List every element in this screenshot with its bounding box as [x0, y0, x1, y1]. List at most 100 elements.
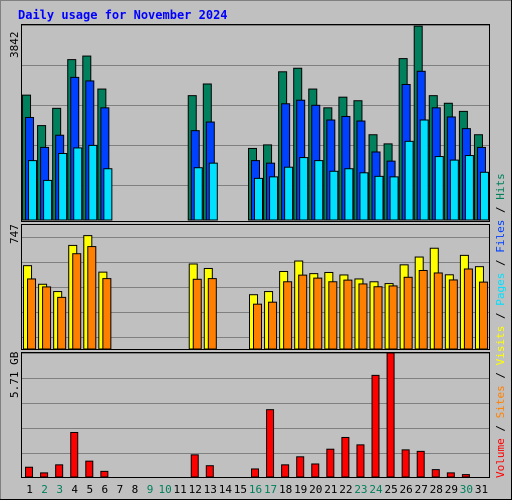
sites-bar: [27, 278, 37, 350]
pages-bar: [88, 144, 98, 221]
day-label: 16: [249, 483, 262, 496]
visits-max-label: 747: [8, 224, 21, 244]
pages-bar: [344, 168, 354, 221]
sites-bar: [388, 285, 398, 350]
day-label: 1: [26, 483, 33, 496]
day-label: 30: [460, 483, 473, 496]
sites-bar: [192, 278, 202, 350]
sites-bar: [403, 276, 413, 350]
legend-volume: Volume: [494, 438, 507, 478]
volume-bar: [431, 469, 440, 478]
day-label: 7: [117, 483, 124, 496]
sites-bar: [72, 253, 82, 350]
legend-separator: /: [494, 365, 507, 385]
panel-volume-frame: [21, 352, 490, 478]
pages-bar: [464, 155, 474, 221]
legend-separator: /: [494, 253, 507, 273]
pages-bar: [254, 177, 263, 221]
day-label: 10: [158, 483, 171, 496]
sites-bar: [283, 281, 293, 350]
volume-bar: [356, 444, 365, 478]
day-label: 3: [56, 483, 63, 496]
sites-bar: [313, 277, 323, 350]
volume-bar: [205, 465, 214, 478]
day-label: 4: [71, 483, 78, 496]
sites-bar: [418, 269, 428, 350]
day-label: 21: [324, 483, 337, 496]
day-label: 27: [415, 483, 428, 496]
pages-bar: [479, 171, 489, 221]
volume-max-label: 5.71 GB: [8, 351, 21, 398]
pages-bar: [434, 156, 444, 221]
sites-bar: [433, 272, 443, 350]
sites-bar: [343, 279, 353, 350]
day-label: 17: [264, 483, 277, 496]
volume-bar: [416, 450, 425, 478]
volume-bar: [401, 449, 410, 478]
volume-bar: [251, 468, 259, 478]
volume-bar: [446, 472, 455, 478]
volume-bar: [311, 463, 320, 478]
day-label: 29: [445, 483, 458, 496]
day-label: 6: [102, 483, 109, 496]
volume-bar: [371, 374, 380, 478]
day-label: 5: [86, 483, 93, 496]
pages-bar: [284, 166, 294, 221]
sites-bar: [463, 268, 473, 350]
panel-hits-frame: [21, 24, 490, 222]
day-label: 28: [430, 483, 443, 496]
volume-bar: [281, 464, 290, 478]
day-label: 18: [279, 483, 292, 496]
pages-bar: [329, 170, 339, 221]
chart-title: Daily usage for November 2024: [18, 8, 228, 22]
volume-bar: [266, 409, 275, 478]
pages-bar: [208, 162, 218, 221]
legend-hits: Hits: [494, 173, 507, 200]
day-labels: 1 2 3 4 5 6 7 8 9 10 11 12 13 14 15 16 17 18 19 20 21 22 23 24 2…: [26, 483, 488, 496]
pages-bar: [374, 175, 384, 221]
day-label: 14: [219, 483, 233, 496]
sites-bar: [207, 278, 217, 350]
bars: [22, 25, 489, 478]
sites-bar: [298, 274, 308, 350]
day-label: 9: [147, 483, 154, 496]
day-label: 31: [475, 483, 488, 496]
day-label: 8: [132, 483, 139, 496]
day-label: 11: [174, 483, 187, 496]
sites-bar: [253, 303, 262, 350]
pages-bar: [359, 172, 369, 221]
pages-bar: [28, 160, 38, 221]
pages-bar: [449, 159, 459, 221]
sites-bar: [268, 301, 278, 350]
volume-bar: [461, 474, 470, 478]
day-label: 13: [204, 483, 217, 496]
legend-files: Files: [494, 220, 507, 253]
sites-bar: [478, 281, 488, 350]
day-label: 12: [189, 483, 202, 496]
day-label: 15: [234, 483, 247, 496]
legend-pages: Pages: [494, 273, 507, 306]
volume-bar: [100, 470, 109, 478]
day-label: 19: [294, 483, 307, 496]
volume-bar: [326, 448, 335, 478]
sites-bar: [328, 281, 338, 350]
pages-bar: [269, 176, 279, 221]
hits-max-label: 3842: [8, 32, 21, 59]
sites-bar: [448, 279, 458, 350]
pages-bar: [43, 179, 53, 221]
pages-bar: [193, 167, 203, 221]
volume-bar: [341, 436, 350, 478]
volume-bar: [55, 464, 64, 478]
sites-bar: [57, 296, 67, 350]
day-label: 23: [354, 483, 367, 496]
day-label: 24: [369, 483, 383, 496]
volume-bar: [386, 352, 395, 478]
volume-bar: [40, 472, 49, 478]
day-label: 26: [400, 483, 413, 496]
pages-bar: [314, 160, 324, 221]
legend-separator: /: [494, 306, 507, 326]
sites-bar: [87, 246, 97, 350]
legend-separator: /: [494, 200, 507, 220]
day-label: 25: [384, 483, 397, 496]
pages-bar: [58, 153, 68, 221]
